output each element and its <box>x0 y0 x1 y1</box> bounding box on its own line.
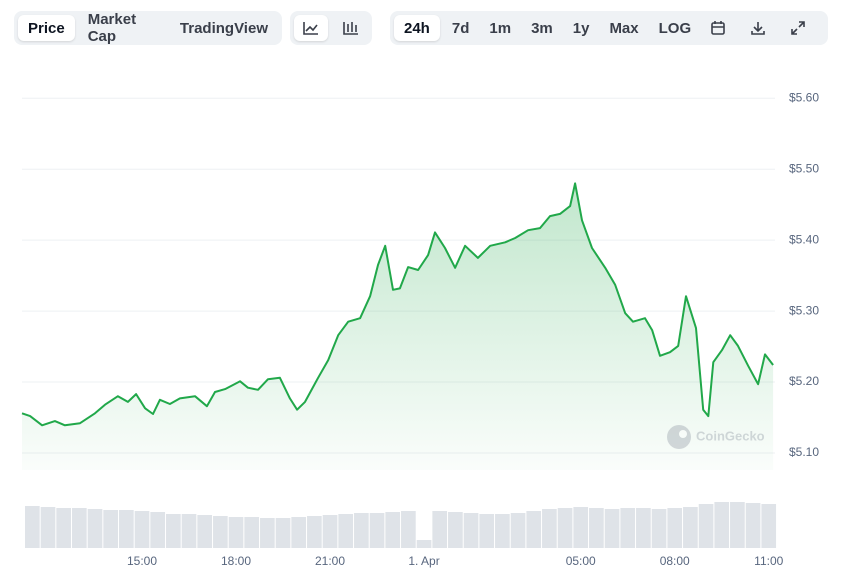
volume-bar <box>385 512 401 548</box>
range-button[interactable]: 1y <box>572 19 590 37</box>
volume-bar <box>510 513 526 548</box>
volume-bar <box>526 511 542 548</box>
watermark: CoinGecko <box>667 425 765 449</box>
volume-bar <box>307 516 322 548</box>
y-tick-label: $5.60 <box>789 90 819 104</box>
fullscreen-button[interactable] <box>781 15 815 41</box>
expand-icon <box>791 21 805 35</box>
volume-bar <box>25 506 40 548</box>
volume-bar <box>354 513 369 548</box>
x-tick-label: 08:00 <box>660 554 690 568</box>
range-button[interactable]: 7d <box>451 19 470 37</box>
volume-bar <box>119 510 134 548</box>
volume-bar <box>620 508 636 548</box>
view-button[interactable]: Market Cap <box>87 11 137 45</box>
volume-bar <box>103 510 119 548</box>
view-toggle: Price Market Cap TradingView <box>14 11 282 45</box>
volume-bar <box>636 508 651 548</box>
range-button[interactable]: 3m <box>531 19 553 37</box>
y-tick-label: $5.20 <box>789 374 819 388</box>
price-line <box>21 182 774 427</box>
view-button[interactable]: Price <box>18 15 75 41</box>
line-icon <box>303 22 318 35</box>
x-tick-label: 15:00 <box>127 554 157 568</box>
volume-bar <box>244 517 260 548</box>
x-tick-label: 18:00 <box>221 554 251 568</box>
volume-bar <box>213 516 228 548</box>
watermark-text: CoinGecko <box>696 428 765 443</box>
volume-bar <box>761 504 777 548</box>
volume-bar <box>40 507 56 548</box>
x-tick-label: 21:00 <box>315 554 345 568</box>
volume-bar <box>72 508 87 548</box>
volume-bar <box>651 509 667 548</box>
volume-bar <box>667 508 683 548</box>
y-tick-label: $5.10 <box>789 445 819 459</box>
price-area <box>22 183 774 470</box>
volume-bar <box>479 514 495 548</box>
volume-bar <box>338 514 354 548</box>
volume-bar <box>166 514 181 548</box>
volume-bar <box>604 509 620 548</box>
download-button[interactable] <box>741 15 775 41</box>
volume-bar <box>542 509 557 548</box>
volume-bar <box>714 502 730 548</box>
volume-bar <box>589 508 604 548</box>
candle-icon <box>343 22 358 35</box>
volume-bar <box>197 515 213 548</box>
volume-bar <box>150 512 166 548</box>
volume-bar <box>228 517 244 548</box>
calendar-icon <box>711 21 725 35</box>
volume-bar <box>87 509 103 548</box>
volume-bar <box>448 512 463 548</box>
volume-bar <box>416 540 432 548</box>
volume-bar <box>401 511 416 548</box>
y-tick-label: $5.50 <box>789 161 819 175</box>
x-tick-label: 05:00 <box>566 554 596 568</box>
volume-bar <box>745 503 761 548</box>
volume-bar <box>730 502 745 548</box>
range-button[interactable]: 24h <box>394 15 440 41</box>
log-button[interactable]: LOG <box>658 19 692 37</box>
line-style-button[interactable] <box>294 15 328 41</box>
volume-bar <box>291 517 307 548</box>
range-button[interactable]: 1m <box>489 19 512 37</box>
volume-bar <box>134 511 150 548</box>
range-toggle: 24h 7d 1m 3m 1y Max LOG <box>390 11 828 45</box>
y-tick-label: $5.30 <box>789 303 819 317</box>
volume-bar <box>683 507 698 548</box>
volume-bar <box>56 508 72 548</box>
volume-bar <box>275 518 291 548</box>
range-button[interactable]: Max <box>609 19 639 37</box>
volume-bar <box>181 514 197 548</box>
calendar-button[interactable] <box>701 15 735 41</box>
volume-bar <box>557 508 573 548</box>
volume-bar <box>698 504 714 548</box>
volume-bar <box>260 518 275 548</box>
volume-bar <box>432 511 448 548</box>
y-tick-label: $5.40 <box>789 232 819 246</box>
volume-bar <box>322 515 338 548</box>
candle-style-button[interactable] <box>334 15 368 41</box>
volume-bar <box>495 514 510 548</box>
chart-style-toggle <box>290 11 372 45</box>
x-tick-label: 11:00 <box>754 554 783 568</box>
volume-bar <box>573 507 589 548</box>
volume-bar <box>369 513 385 548</box>
download-icon <box>751 22 765 35</box>
view-button[interactable]: TradingView <box>179 19 268 37</box>
volume-bar <box>463 513 479 548</box>
x-tick-label: 1. Apr <box>408 554 439 568</box>
